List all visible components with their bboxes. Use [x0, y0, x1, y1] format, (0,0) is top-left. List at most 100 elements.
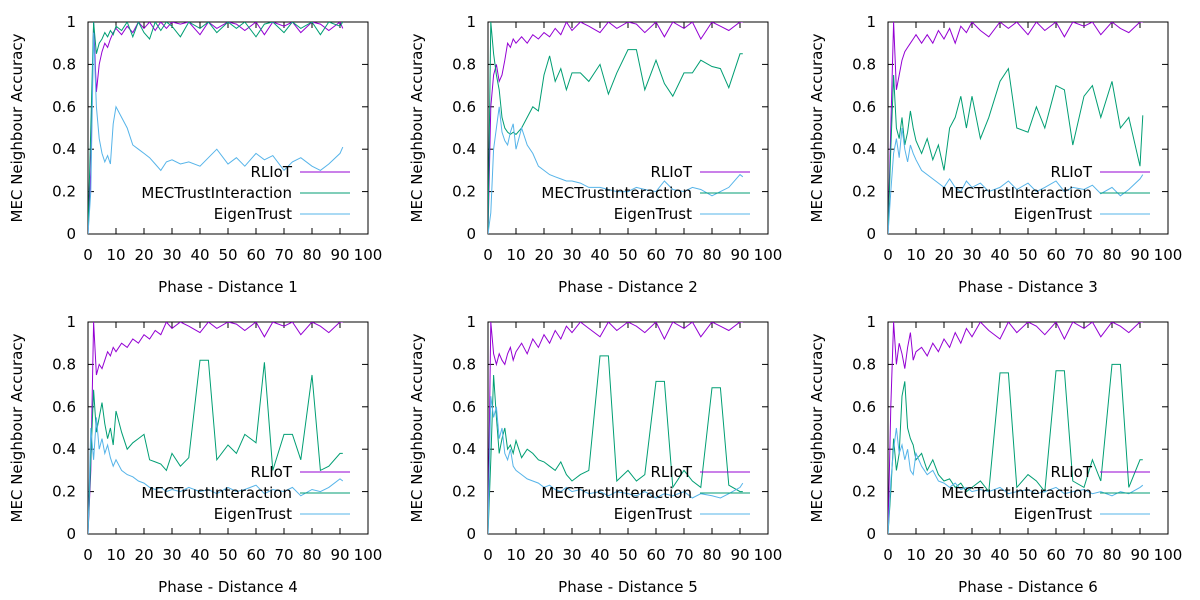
- x-tick-label: 80: [702, 246, 721, 264]
- x-tick-label: 50: [1018, 546, 1037, 564]
- x-tick-label: 50: [218, 546, 237, 564]
- x-tick-label: 100: [354, 246, 383, 264]
- legend-label-mectrustinteraction: MECTrustInteraction: [141, 484, 292, 502]
- y-tick-label: 0.2: [852, 483, 876, 501]
- x-tick-label: 0: [483, 546, 493, 564]
- series-line-mectrustinteraction: [488, 22, 743, 234]
- legend-label-rliot: RLIoT: [250, 463, 292, 481]
- x-tick-label: 30: [162, 546, 181, 564]
- y-tick-label: 1: [466, 13, 476, 31]
- legend-label-eigentrust: EigenTrust: [214, 205, 292, 223]
- y-tick-label: 0.2: [452, 183, 476, 201]
- plot-frame: [887, 21, 1169, 235]
- series-line-rliot: [488, 22, 743, 234]
- y-tick-label: 0.4: [52, 440, 76, 458]
- x-tick-label: 100: [1154, 546, 1183, 564]
- x-axis-title: Phase - Distance 3: [958, 278, 1098, 296]
- y-tick-label: 0.8: [52, 355, 76, 373]
- y-tick-label: 0.2: [852, 183, 876, 201]
- series-line-rliot: [488, 322, 743, 534]
- x-tick-label: 30: [562, 246, 581, 264]
- y-tick-label: 0: [866, 225, 876, 243]
- x-tick-label: 0: [883, 546, 893, 564]
- series-line-eigentrust: [888, 127, 1144, 234]
- x-tick-label: 60: [646, 546, 665, 564]
- x-tick-label: 10: [906, 546, 925, 564]
- x-tick-label: 80: [302, 246, 321, 264]
- legend-label-rliot: RLIoT: [1050, 463, 1092, 481]
- y-axis-title: MEC Neighbour Accuracy: [8, 33, 26, 222]
- x-tick-label: 20: [934, 546, 953, 564]
- y-tick-label: 0.4: [452, 440, 476, 458]
- plot-frame: [87, 321, 369, 535]
- x-tick-label: 40: [190, 546, 209, 564]
- legend-label-mectrustinteraction: MECTrustInteraction: [941, 184, 1092, 202]
- series-line-mectrustinteraction: [88, 22, 344, 234]
- x-tick-label: 90: [1130, 546, 1149, 564]
- x-tick-label: 80: [1102, 546, 1121, 564]
- x-tick-label: 20: [534, 246, 553, 264]
- y-tick-label: 0.8: [452, 355, 476, 373]
- chart-panel-4: 0 10 20 30 40 50 60 70 80 90 100 0 0.2 0.4 0.6 0.8 1 Phas…: [8, 313, 382, 596]
- x-tick-label: 10: [106, 246, 125, 264]
- y-tick-label: 0.6: [852, 398, 876, 416]
- legend-label-eigentrust: EigenTrust: [1014, 505, 1092, 523]
- x-tick-label: 20: [134, 246, 153, 264]
- x-tick-label: 70: [274, 246, 293, 264]
- x-tick-label: 70: [274, 546, 293, 564]
- legend-label-rliot: RLIoT: [250, 163, 292, 181]
- y-tick-label: 0.8: [852, 55, 876, 73]
- x-tick-label: 60: [246, 246, 265, 264]
- chart-panel-1: 0 10 20 30 40 50 60 70 80 90 100 0 0.2 0.4 0.6 0.8 1 Phas…: [8, 13, 382, 296]
- x-axis-title: Phase - Distance 5: [558, 578, 698, 596]
- y-tick-label: 0: [466, 525, 476, 543]
- y-tick-label: 1: [866, 13, 876, 31]
- y-tick-label: 0.2: [52, 183, 76, 201]
- x-tick-label: 70: [1074, 546, 1093, 564]
- x-tick-label: 80: [1102, 246, 1121, 264]
- series-line-rliot: [88, 22, 344, 234]
- y-axis-title: MEC Neighbour Accuracy: [808, 33, 826, 222]
- legend-label-rliot: RLIoT: [650, 463, 692, 481]
- y-tick-label: 0: [866, 525, 876, 543]
- y-tick-label: 1: [866, 313, 876, 331]
- y-tick-label: 1: [466, 313, 476, 331]
- y-tick-label: 0: [66, 525, 76, 543]
- x-tick-label: 0: [83, 546, 93, 564]
- x-tick-label: 100: [754, 546, 783, 564]
- x-tick-label: 80: [302, 546, 321, 564]
- y-axis-title: MEC Neighbour Accuracy: [808, 333, 826, 522]
- x-tick-label: 100: [754, 246, 783, 264]
- legend-label-mectrustinteraction: MECTrustInteraction: [541, 484, 692, 502]
- series-line-rliot: [88, 322, 343, 534]
- legend-label-eigentrust: EigenTrust: [614, 205, 692, 223]
- legend-label-mectrustinteraction: MECTrustInteraction: [541, 184, 692, 202]
- x-axis-title: Phase - Distance 2: [558, 278, 698, 296]
- x-tick-label: 10: [906, 246, 925, 264]
- series-line-rliot: [888, 322, 1143, 534]
- y-tick-label: 0.4: [852, 140, 876, 158]
- chart-panel-2: 0 10 20 30 40 50 60 70 80 90 100 0 0.2 0.4 0.6 0.8 1 Phas…: [408, 13, 782, 296]
- series-line-eigentrust: [88, 417, 344, 534]
- legend-label-rliot: RLIoT: [650, 163, 692, 181]
- x-tick-label: 0: [483, 246, 493, 264]
- series-line-eigentrust: [88, 32, 344, 234]
- series-line-mectrustinteraction: [888, 67, 1144, 234]
- x-tick-label: 30: [562, 546, 581, 564]
- x-tick-label: 90: [330, 246, 349, 264]
- legend-label-rliot: RLIoT: [1050, 163, 1092, 181]
- chart-panel-6: 0 10 20 30 40 50 60 70 80 90 100 0 0.2 0.4 0.6 0.8 1 Phas…: [808, 313, 1182, 596]
- y-tick-label: 0: [66, 225, 76, 243]
- y-tick-label: 0: [466, 225, 476, 243]
- legend-label-mectrustinteraction: MECTrustInteraction: [141, 184, 292, 202]
- x-tick-label: 50: [618, 246, 637, 264]
- legend: RLIoT MECTrustInteraction EigenTrust: [141, 163, 350, 223]
- y-tick-label: 0.6: [52, 98, 76, 116]
- x-tick-label: 70: [674, 546, 693, 564]
- series-line-eigentrust: [488, 106, 744, 234]
- y-tick-label: 0.6: [452, 398, 476, 416]
- legend: RLIoT MECTrustInteraction EigenTrust: [541, 463, 750, 523]
- x-tick-label: 90: [1130, 246, 1149, 264]
